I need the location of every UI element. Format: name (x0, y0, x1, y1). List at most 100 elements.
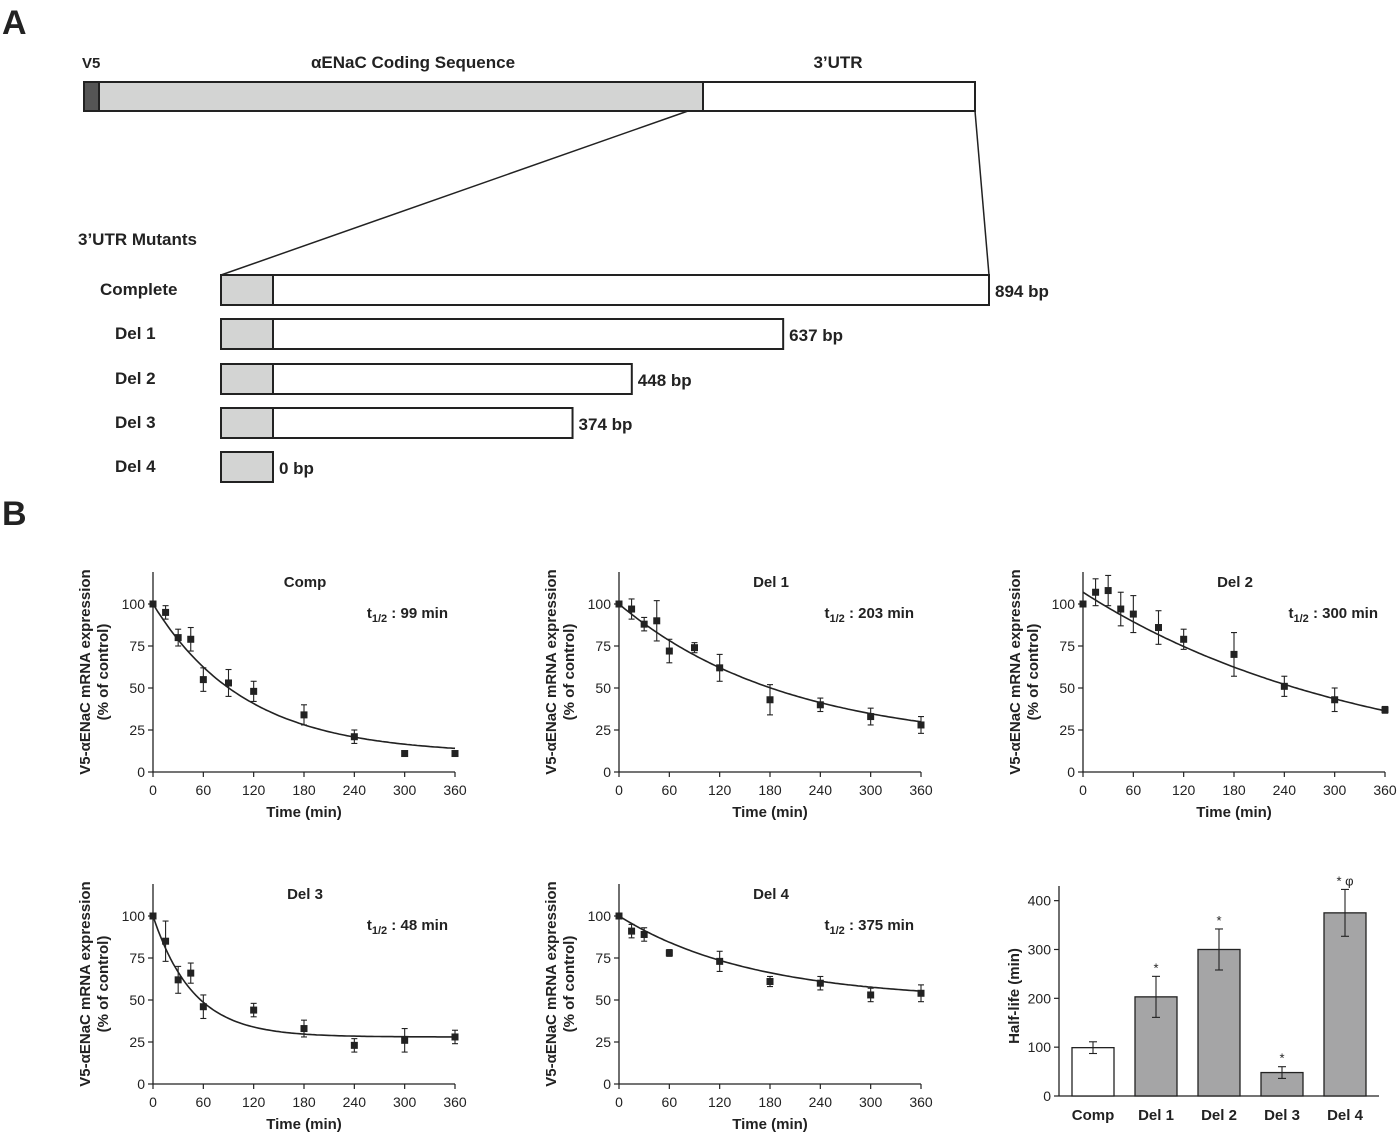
x-tick-label: 60 (196, 782, 212, 798)
utr-segment (702, 81, 976, 112)
data-point (401, 1036, 409, 1044)
mutant-utr-bar (272, 274, 990, 306)
mutant-row: Del 2 448 bp (115, 363, 692, 395)
data-point (653, 617, 661, 625)
x-tick-label: 60 (662, 1094, 678, 1110)
y-axis-label-units: (% of control) (95, 936, 112, 1033)
mutant-coding-end (220, 451, 274, 483)
half-life-annotation: t1/2 : 203 min (825, 605, 915, 625)
data-point (867, 991, 875, 999)
data-point (1331, 696, 1339, 704)
half-life-subscript: 1/2 (830, 925, 845, 937)
v5-label: V5 (82, 55, 100, 72)
data-point (350, 733, 358, 741)
half-life-annotation: t1/2 : 375 min (825, 917, 915, 937)
significance-marker: * φ (1336, 873, 1353, 888)
half-life-t: t (825, 605, 830, 622)
mutant-row: Del 1 637 bp (115, 318, 843, 350)
data-point (628, 605, 636, 613)
x-tick-label: 180 (292, 782, 316, 798)
half-life-value: : 99 min (387, 605, 448, 622)
y-tick-label: 100 (1028, 1039, 1052, 1055)
mutant-row: Del 4 0 bp (115, 451, 314, 483)
chart-title: Del 3 (287, 886, 323, 903)
fit-curve (152, 915, 455, 1038)
y-tick-label: 0 (603, 1076, 611, 1092)
y-axis-label-units: (% of control) (1025, 624, 1042, 721)
half-life-t: t (825, 917, 830, 934)
data-point (250, 687, 258, 695)
data-point (691, 644, 698, 652)
data-point (300, 711, 308, 719)
significance-marker: * (1216, 913, 1221, 928)
y-axis-label: V5-αENaC mRNA expression (543, 881, 560, 1086)
coding-sequence-label: αENaC Coding Sequence (311, 53, 515, 72)
y-tick-label: 0 (603, 764, 611, 780)
chart-title: Del 1 (753, 574, 789, 591)
y-tick-label: 25 (1059, 722, 1075, 738)
mutant-name: Del 3 (115, 413, 156, 432)
x-tick-label: 300 (859, 1094, 883, 1110)
x-axis-label: Time (min) (266, 804, 342, 821)
data-point (640, 930, 648, 938)
y-tick-label: 25 (129, 1034, 145, 1050)
x-tick-label: 0 (615, 1094, 623, 1110)
data-point (665, 647, 673, 655)
data-point (716, 664, 724, 672)
bar (1071, 1047, 1115, 1097)
category-label: Del 1 (1138, 1107, 1174, 1124)
y-tick-label: 50 (595, 992, 611, 1008)
data-point (867, 713, 875, 721)
significance-marker: * (1279, 1051, 1284, 1066)
fit-curve (152, 603, 456, 750)
zoom-line-right (974, 110, 990, 276)
y-tick-label: 75 (1059, 638, 1075, 654)
data-point (162, 608, 170, 616)
y-tick-label: 300 (1028, 941, 1052, 957)
data-point (225, 679, 232, 687)
y-tick-label: 75 (595, 950, 611, 966)
data-point (149, 600, 157, 608)
y-axis-label: V5-αENaC mRNA expression (77, 569, 94, 774)
y-tick-label: 0 (137, 764, 145, 780)
mutant-size-label: 448 bp (638, 371, 692, 390)
data-point (615, 600, 623, 608)
mutant-name: Complete (100, 280, 177, 299)
panel-label-a: A (2, 4, 27, 42)
v5-tag-segment (83, 81, 100, 112)
x-tick-label: 60 (662, 782, 678, 798)
mutant-size-label: 894 bp (995, 282, 1049, 301)
x-tick-label: 180 (758, 1094, 782, 1110)
x-axis-label: Time (min) (266, 1116, 342, 1133)
x-tick-label: 60 (196, 1094, 212, 1110)
x-tick-label: 360 (909, 1094, 933, 1110)
x-tick-label: 240 (809, 1094, 833, 1110)
decay-plot: 0 25 50 75 100 0 60 120 180 240 300 360 Time (min) V5… (77, 881, 467, 1133)
y-tick-label: 25 (595, 1034, 611, 1050)
x-tick-label: 120 (1172, 782, 1196, 798)
mutant-utr-bar (272, 363, 633, 395)
y-tick-label: 75 (595, 638, 611, 654)
x-tick-label: 300 (393, 782, 417, 798)
data-point (766, 978, 774, 986)
x-tick-label: 0 (149, 1094, 157, 1110)
half-life-value: : 203 min (845, 605, 914, 622)
half-life-subscript: 1/2 (372, 925, 387, 937)
significance-marker: * (1153, 960, 1158, 975)
half-life-t: t (367, 605, 372, 622)
x-tick-label: 120 (242, 1094, 266, 1110)
data-point (665, 949, 673, 957)
mutants-title: 3’UTR Mutants (78, 230, 197, 249)
y-tick-label: 75 (129, 950, 145, 966)
bar (1197, 948, 1241, 1097)
mutant-name: Del 2 (115, 369, 156, 388)
panel-label-b: B (2, 495, 27, 533)
mutant-name: Del 1 (115, 324, 156, 343)
mutant-coding-end (220, 407, 274, 439)
y-tick-label: 100 (122, 908, 146, 924)
mutant-size-label: 0 bp (279, 459, 314, 478)
x-tick-label: 240 (809, 782, 833, 798)
decay-plot: 0 25 50 75 100 0 60 120 180 240 300 360 Time (min) V5… (1007, 569, 1397, 821)
y-tick-label: 0 (1067, 764, 1075, 780)
